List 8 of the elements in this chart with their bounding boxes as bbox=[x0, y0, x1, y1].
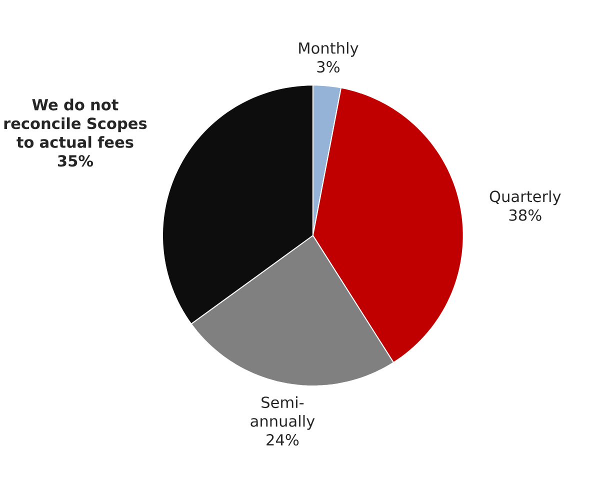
data-label: 35% bbox=[58, 155, 94, 167]
slice-label: Monthly bbox=[299, 42, 358, 57]
slice-label: Quarterly bbox=[490, 190, 561, 206]
slice-label: We do not reconcile Scopes to actual fees bbox=[4, 98, 147, 148]
data-label: 24% bbox=[266, 434, 299, 446]
data-label: 3% bbox=[317, 61, 340, 73]
data-label: 38% bbox=[509, 209, 542, 221]
slice-label: Semi-annually bbox=[250, 396, 315, 430]
